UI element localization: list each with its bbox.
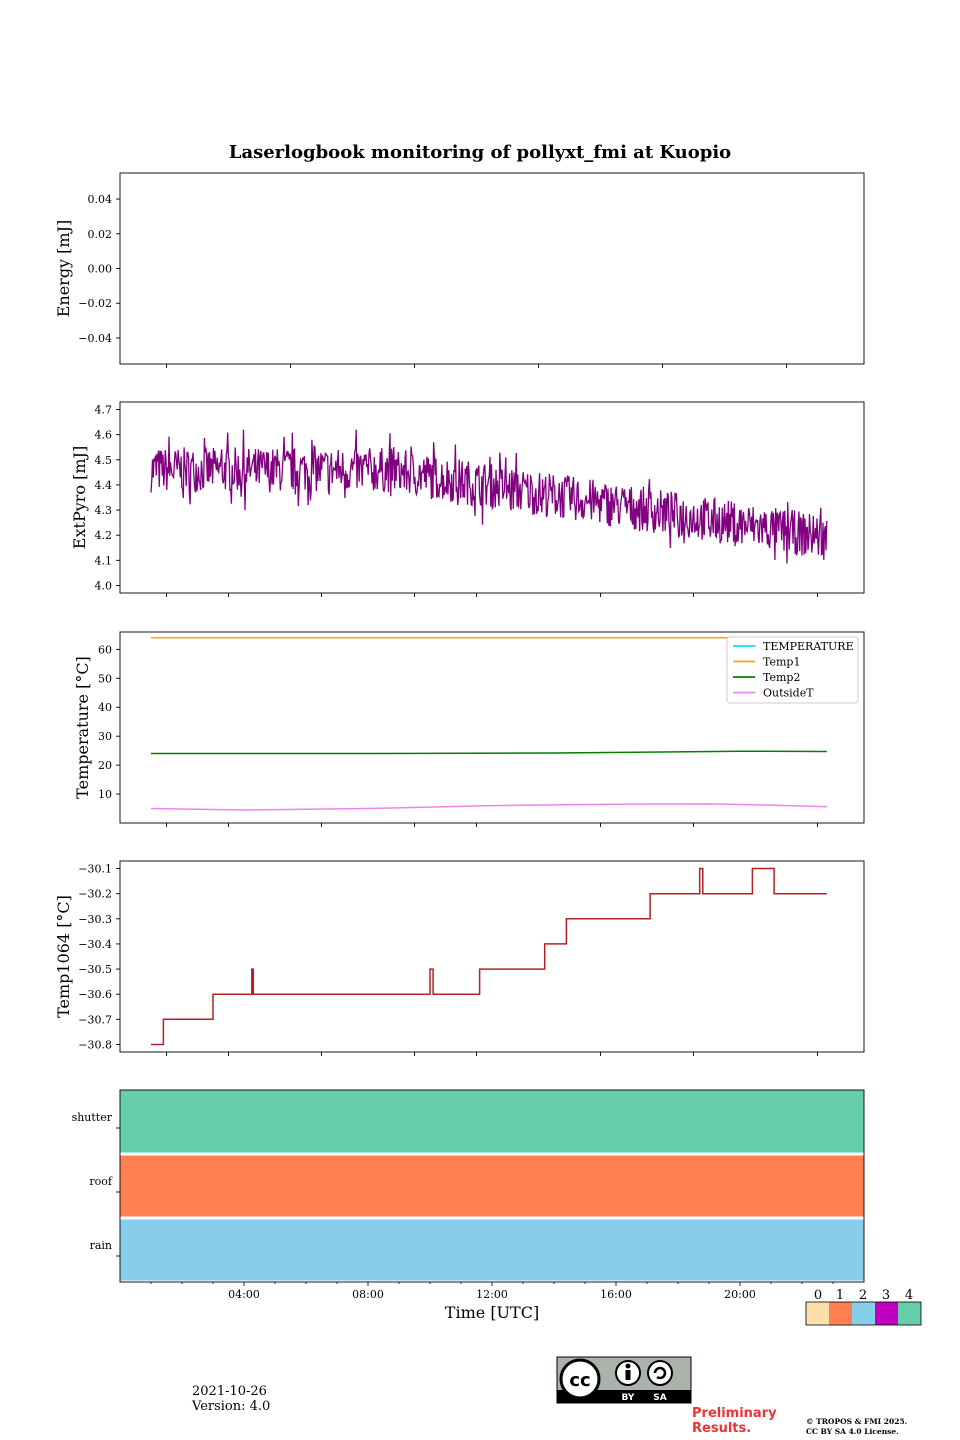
y-tick-label: −30.7: [78, 1013, 112, 1026]
temp2-series-line: [151, 750, 827, 755]
y-tick-label: 60: [98, 643, 112, 656]
temp1064-panel: −30.1 −30.2 −30.3 −30.4 −30.5 −30.6 −30.7 −30.8…: [54, 860, 865, 1056]
chart-title: Laserlogbook monitoring of pollyxt_fmi a…: [229, 142, 731, 163]
axes-frame: [119, 631, 865, 824]
copyright-line-1: © TROPOS & FMI 2025.: [806, 1417, 908, 1426]
x-tick-label: 12:00: [476, 1288, 508, 1301]
date-version-block: 2021-10-26 Version: 4.0: [192, 1384, 270, 1414]
colorbar-tick-label: 2: [859, 1288, 867, 1303]
flag-row-rain: [120, 1219, 864, 1281]
colorbar-swatch-0: [806, 1302, 829, 1325]
extpyro-series-line: [150, 429, 828, 564]
colorbar-swatch-1: [829, 1302, 852, 1325]
y-axis-label: Temperature [°C]: [73, 656, 92, 799]
y-tick-label: 0.04: [88, 193, 113, 206]
y-tick-label: −0.02: [78, 297, 112, 310]
y-tick-label: 50: [98, 672, 112, 685]
y-tick-label: −30.6: [78, 988, 112, 1001]
legend-box: [726, 636, 859, 704]
y-tick-label: 4.5: [95, 454, 113, 467]
y-tick-label: 0.02: [88, 228, 113, 241]
y-axis-label: ExtPyro [mJ]: [70, 446, 89, 549]
legend-label-outsidet: OutsideT: [763, 687, 814, 700]
x-tick-label: 04:00: [228, 1288, 260, 1301]
x-tick-label: 20:00: [724, 1288, 756, 1301]
y-tick-label: 10: [98, 788, 112, 801]
legend-label-temp1: Temp1: [763, 656, 800, 669]
axes-frame: [119, 401, 865, 594]
cc-logo-icon: [559, 1358, 601, 1400]
flag-row-label: shutter: [72, 1111, 113, 1124]
y-tick-label: −0.04: [78, 332, 112, 345]
x-axis-label: Time [UTC]: [445, 1303, 539, 1322]
y-tick-label: −30.5: [78, 963, 112, 976]
axes-frame: [119, 172, 865, 365]
y-tick-label: 4.6: [95, 429, 113, 442]
extpyro-panel: 4.7 4.6 4.5 4.4 4.3 4.2 4.1 4.0 ExtPyro [mJ]: [70, 401, 865, 597]
y-axis-label: Energy [mJ]: [54, 220, 73, 318]
flag-row-label: rain: [90, 1239, 112, 1252]
flag-row-label: roof: [89, 1175, 113, 1188]
colorbar-tick-label: 0: [814, 1288, 822, 1303]
copyright-block: © TROPOS & FMI 2025. CC BY SA 4.0 Licens…: [806, 1417, 956, 1437]
flags-panel: shutter roof rain 04:00 08:00 12:00 16:00 20:00…: [72, 1089, 865, 1322]
colorbar-tick-label: 4: [905, 1288, 913, 1303]
flag-row-shutter: [120, 1090, 864, 1153]
x-tick-label: 16:00: [600, 1288, 632, 1301]
colorbar-swatch-2: [852, 1302, 875, 1325]
y-tick-label: 4.4: [95, 479, 113, 492]
colorbar-swatch-4: [898, 1302, 921, 1325]
flag-row-roof: [120, 1155, 864, 1217]
legend-label-temp2: Temp2: [763, 671, 800, 684]
y-tick-label: 30: [98, 730, 112, 743]
y-tick-label: −30.2: [78, 888, 112, 901]
y-tick-label: 20: [98, 759, 112, 772]
legend-label-temperature: TEMPERATURE: [763, 640, 854, 653]
date-text: 2021-10-26: [192, 1384, 267, 1399]
y-tick-label: 4.1: [95, 554, 113, 567]
cc-sa-label: SA: [653, 1393, 666, 1403]
y-tick-label: 4.3: [95, 504, 113, 517]
y-tick-label: −30.1: [78, 863, 112, 876]
version-text: Version: 4.0: [192, 1399, 271, 1414]
y-axis-label: Temp1064 [°C]: [54, 895, 73, 1018]
colorbar-frame: [805, 1301, 922, 1326]
by-person-body: [625, 1370, 631, 1380]
copyright-line-2: CC BY SA 4.0 License.: [806, 1427, 899, 1436]
temp1064-series-line: [151, 867, 827, 1046]
colorbar-swatch-3: [875, 1302, 898, 1325]
y-tick-label: 4.2: [95, 529, 113, 542]
y-tick-label: 4.7: [95, 404, 113, 417]
cc-by-label: BY: [622, 1393, 635, 1403]
y-tick-label: −30.3: [78, 913, 112, 926]
energy-panel: 0.04 0.02 0.00 −0.02 −0.04 Energy [mJ]: [54, 172, 865, 368]
y-tick-label: 0.00: [88, 263, 113, 276]
outsidet-series-line: [150, 803, 827, 811]
y-tick-label: −30.4: [78, 938, 112, 951]
sa-arrow-icon: [653, 1366, 667, 1380]
colorbar-tick-label: 3: [882, 1288, 890, 1303]
temperature-legend: TEMPERATURE Temp1 Temp2 OutsideT: [726, 636, 859, 704]
x-tick-label: 08:00: [352, 1288, 384, 1301]
colorbar-tick-label: 1: [836, 1288, 844, 1303]
y-tick-label: 4.0: [95, 579, 113, 592]
cc-logo-letters: cc: [569, 1370, 590, 1391]
sa-share-alike-icon: [647, 1360, 673, 1386]
cc-license-badge[interactable]: cc BY SA: [556, 1356, 692, 1404]
by-person-head: [625, 1363, 631, 1369]
axes-frame: [119, 860, 865, 1053]
y-tick-label: −30.8: [78, 1038, 112, 1051]
y-tick-label: 40: [98, 701, 112, 714]
preliminary-results-text: Preliminary Results.: [692, 1406, 777, 1436]
